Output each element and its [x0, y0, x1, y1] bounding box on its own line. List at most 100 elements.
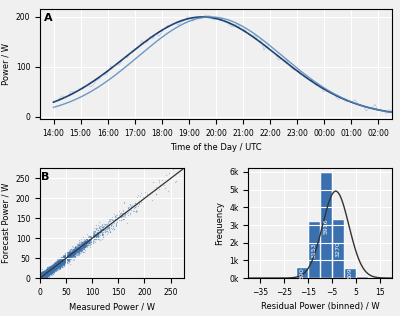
- Point: [43, 271, 50, 276]
- Point: [42, 272, 48, 277]
- Point: [64, 255, 70, 260]
- Point: [38, 276, 44, 281]
- Point: [89, 240, 95, 245]
- Point: [42, 273, 48, 278]
- Point: [58, 255, 64, 260]
- Point: [42, 272, 48, 277]
- Point: [58, 257, 65, 262]
- Point: [44, 272, 51, 277]
- Point: [43, 269, 50, 274]
- Point: [61, 253, 68, 258]
- Point: [63, 256, 69, 261]
- Point: [73, 246, 80, 252]
- Point: [98, 226, 105, 231]
- Point: [68, 253, 75, 258]
- Point: [57, 262, 63, 267]
- Point: [40, 276, 46, 281]
- Point: [59, 258, 65, 263]
- Point: [37, 273, 44, 278]
- Point: [43, 271, 49, 276]
- Point: [43, 270, 49, 276]
- Point: [114, 217, 121, 222]
- Point: [66, 255, 73, 260]
- Point: [50, 267, 57, 272]
- Point: [45, 270, 51, 275]
- Point: [90, 231, 97, 236]
- Point: [41, 271, 48, 276]
- Point: [59, 260, 66, 265]
- Point: [47, 268, 53, 273]
- Point: [60, 255, 67, 260]
- Point: [52, 264, 58, 269]
- Point: [48, 269, 54, 274]
- Point: [69, 244, 75, 249]
- Point: [40, 273, 46, 278]
- Point: [60, 257, 67, 262]
- Point: [40, 271, 46, 276]
- Point: [49, 268, 56, 273]
- Point: [44, 273, 50, 278]
- Point: [40, 274, 46, 279]
- Point: [52, 263, 58, 268]
- Point: [44, 268, 51, 273]
- Point: [44, 268, 50, 273]
- Point: [48, 270, 54, 275]
- Point: [92, 236, 99, 241]
- Point: [57, 259, 64, 264]
- Point: [77, 246, 83, 251]
- Point: [46, 269, 52, 274]
- Point: [106, 225, 112, 230]
- Point: [46, 267, 52, 272]
- Point: [70, 256, 77, 261]
- Point: [53, 264, 59, 269]
- Point: [39, 270, 45, 275]
- Point: [42, 271, 48, 276]
- Point: [48, 269, 55, 274]
- Point: [79, 240, 85, 245]
- Point: [45, 270, 52, 276]
- Point: [38, 274, 45, 279]
- Point: [64, 256, 71, 261]
- Point: [159, 178, 165, 183]
- Point: [72, 252, 79, 257]
- Point: [45, 270, 52, 275]
- Point: [41, 272, 47, 277]
- Point: [41, 270, 48, 275]
- Point: [45, 270, 51, 275]
- Point: [44, 270, 50, 275]
- Point: [38, 272, 44, 277]
- Point: [57, 259, 63, 264]
- Point: [99, 234, 106, 239]
- Point: [69, 251, 75, 256]
- Point: [37, 273, 43, 278]
- Point: [47, 267, 53, 272]
- Point: [46, 267, 53, 272]
- Point: [73, 248, 80, 253]
- Point: [54, 264, 61, 269]
- Point: [50, 262, 56, 267]
- Point: [43, 272, 49, 277]
- Point: [80, 241, 86, 246]
- Point: [41, 275, 47, 280]
- Point: [43, 275, 49, 280]
- Point: [57, 260, 64, 265]
- Point: [43, 274, 50, 279]
- Point: [56, 263, 63, 268]
- Point: [38, 276, 44, 281]
- Point: [75, 243, 82, 248]
- Point: [40, 276, 47, 281]
- Point: [104, 228, 110, 234]
- Point: [73, 245, 79, 250]
- Point: [66, 251, 73, 256]
- Point: [102, 224, 108, 229]
- Point: [50, 265, 57, 270]
- Point: [52, 261, 59, 266]
- Point: [70, 250, 76, 255]
- Point: [70, 247, 76, 252]
- Point: [100, 235, 106, 240]
- Point: [84, 239, 91, 244]
- Point: [39, 275, 45, 280]
- Point: [48, 267, 55, 272]
- Point: [39, 276, 45, 281]
- Point: [43, 274, 50, 279]
